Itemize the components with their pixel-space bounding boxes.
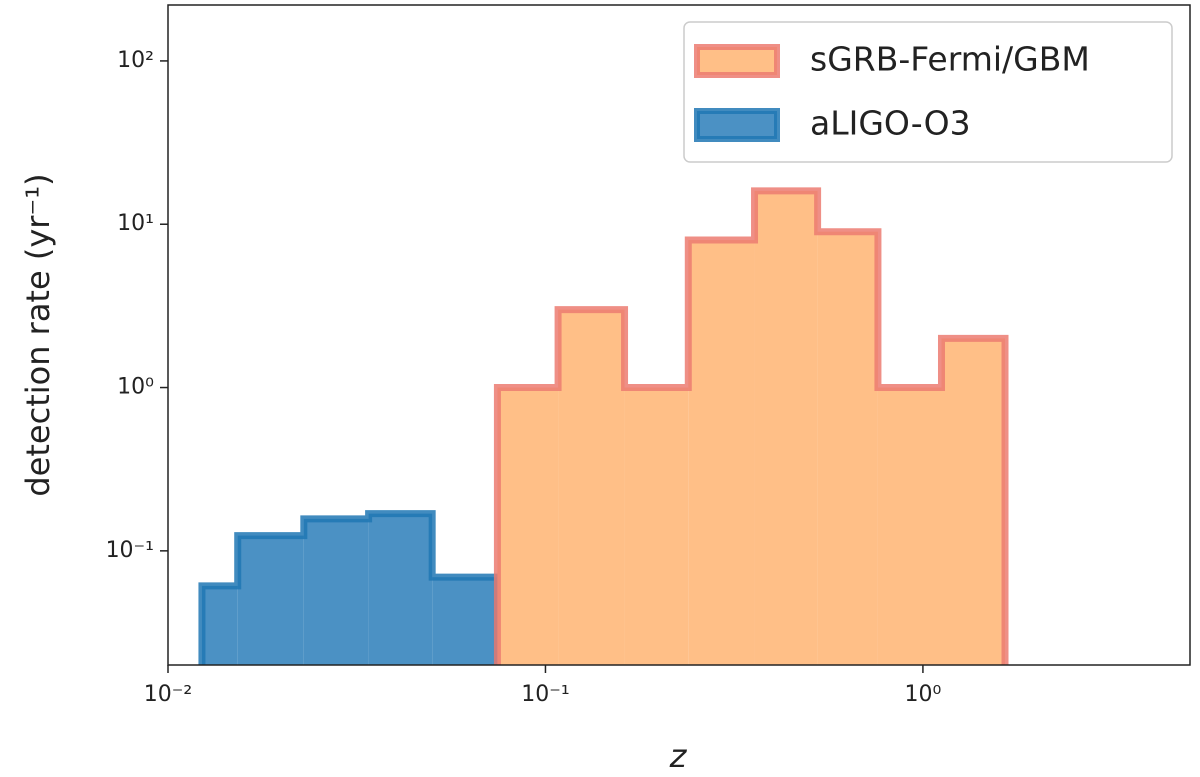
bar [237,535,304,665]
bar [624,387,689,665]
x-axis-label: z [669,737,688,775]
legend-box [683,21,1173,163]
legend-label: aLIGO-O3 [810,104,971,143]
step-outline [198,510,501,665]
x-tick-label: 10⁻² [144,682,192,707]
y-axis-label: detection rate (yr⁻¹) [19,173,57,496]
y-tick-label: 10⁰ [117,375,154,400]
bar [201,585,238,665]
x-tick-label: 10⁰ [905,682,942,707]
bar [877,387,942,665]
y-tick-label: 10² [117,48,154,73]
bar [368,513,433,665]
bar [817,231,878,665]
y-tick-label: 10¹ [117,211,154,236]
legend-label: sGRB-Fermi/GBM [810,40,1090,79]
step-outline [493,187,1009,665]
y-tick-label: 10⁻¹ [106,538,154,563]
legend-swatch [694,108,780,142]
bar [688,240,755,665]
plot-frame [167,4,1191,666]
bar [941,338,1006,665]
x-tick-label: 10⁻¹ [521,682,569,707]
bar [303,518,369,665]
bar [497,387,559,665]
bar [754,190,818,666]
bar [558,309,625,665]
legend-swatch [694,44,780,78]
bar [432,577,498,665]
legend: sGRB-Fermi/GBM aLIGO-O3 [683,21,1173,163]
